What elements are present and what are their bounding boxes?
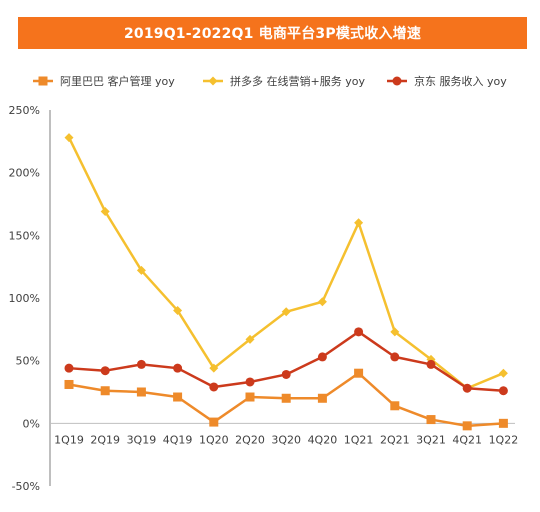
data-point [100, 207, 110, 217]
legend-label: 京东 服务收入 yoy [414, 74, 507, 88]
data-point [281, 307, 291, 317]
x-tick-label: 2Q19 [90, 433, 120, 446]
data-point [38, 76, 48, 86]
legend-item: 阿里巴巴 客户管理 yoy [33, 74, 175, 88]
data-point [392, 76, 402, 86]
y-tick-label: 250% [9, 104, 40, 117]
data-point [100, 366, 110, 376]
x-tick-label: 4Q20 [308, 433, 338, 446]
data-point [245, 377, 255, 387]
x-tick-label: 3Q20 [271, 433, 301, 446]
data-point [245, 334, 255, 344]
data-point [462, 421, 472, 431]
x-tick-label: 2Q20 [235, 433, 265, 446]
data-point [498, 418, 508, 428]
y-tick-label: 100% [9, 292, 40, 305]
x-tick-label: 1Q20 [199, 433, 229, 446]
data-point [498, 386, 508, 396]
data-point [64, 379, 74, 389]
y-tick-label: -50% [12, 480, 40, 493]
data-point [136, 387, 146, 397]
series-group [64, 133, 508, 393]
data-point [209, 363, 219, 373]
data-point [173, 363, 183, 373]
data-point [173, 306, 183, 316]
legend-label: 阿里巴巴 客户管理 yoy [60, 74, 175, 88]
x-tick-label: 2Q21 [380, 433, 410, 446]
y-tick-label: 0% [23, 417, 40, 430]
data-point [208, 76, 218, 86]
data-point [281, 393, 291, 403]
data-point [209, 417, 219, 427]
data-point [317, 352, 327, 362]
y-tick-label: 150% [9, 229, 40, 242]
data-point [100, 386, 110, 396]
series-line [67, 137, 504, 390]
data-point [245, 392, 255, 402]
x-tick-label: 4Q19 [163, 433, 193, 446]
x-tick-label: 4Q21 [452, 433, 482, 446]
series-group [64, 327, 508, 396]
data-point [354, 368, 364, 378]
chart-title-bar: 2019Q1-2022Q1 电商平台3P模式收入增速 [18, 17, 527, 49]
x-tick-label: 3Q21 [416, 433, 446, 446]
data-point [390, 327, 400, 337]
data-point [390, 401, 400, 411]
series-group [64, 368, 508, 431]
x-tick-label: 3Q19 [127, 433, 157, 446]
data-point [173, 392, 183, 402]
data-point [136, 359, 146, 369]
data-point [390, 352, 400, 362]
data-point [354, 218, 364, 228]
data-point [64, 133, 74, 143]
x-tick-label: 1Q21 [344, 433, 374, 446]
series-line [68, 330, 504, 392]
chart-title: 2019Q1-2022Q1 电商平台3P模式收入增速 [123, 26, 422, 42]
data-point [317, 297, 327, 307]
y-tick-label: 50% [16, 355, 40, 368]
x-tick-label: 1Q22 [489, 433, 519, 446]
data-point [354, 327, 364, 337]
data-point [209, 382, 219, 392]
data-point [64, 363, 74, 373]
data-point [136, 265, 146, 275]
legend-item: 京东 服务收入 yoy [387, 74, 507, 88]
data-point [426, 359, 436, 369]
data-point [426, 415, 436, 425]
legend-item: 拼多多 在线营销+服务 yoy [203, 74, 365, 88]
data-point [317, 393, 327, 403]
y-tick-label: 200% [9, 167, 40, 180]
x-tick-label: 1Q19 [54, 433, 84, 446]
data-point [281, 369, 291, 379]
data-point [498, 368, 508, 378]
legend-label: 拼多多 在线营销+服务 yoy [230, 74, 365, 88]
data-point [462, 383, 472, 393]
